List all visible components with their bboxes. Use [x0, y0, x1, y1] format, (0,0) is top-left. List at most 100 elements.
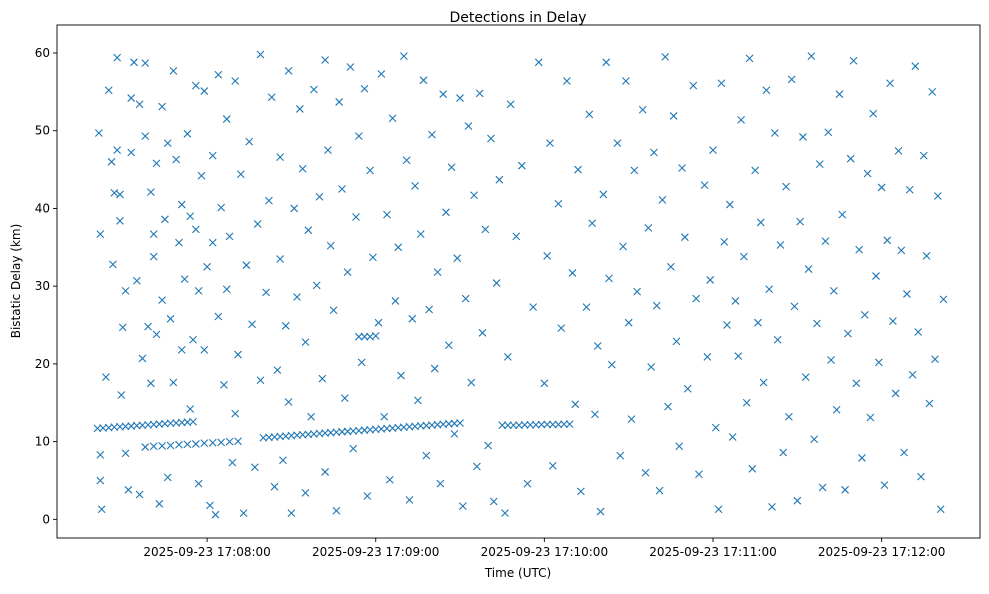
data-point-clutter: [607, 360, 616, 369]
data-point-clutter: [456, 94, 464, 102]
data-point-clutter: [796, 217, 805, 226]
data-point-clutter: [391, 297, 400, 305]
data-point-clutter: [897, 246, 906, 255]
data-point-clutter: [377, 70, 386, 78]
data-point-clutter: [714, 505, 723, 514]
data-point-clutter: [113, 53, 122, 62]
data-point-clutter: [107, 157, 116, 166]
data-point-clutter: [430, 364, 439, 373]
data-point-clutter: [936, 505, 945, 514]
data-point-clutter: [621, 77, 630, 85]
data-point-clutter: [405, 496, 414, 504]
y-tick-label: 10: [35, 435, 50, 449]
data-point-clutter: [276, 255, 285, 263]
data-point-clutter: [96, 476, 105, 485]
data-point-clutter: [813, 319, 821, 328]
y-tick-label: 50: [35, 124, 50, 138]
data-point-clutter: [903, 290, 911, 298]
data-point-clutter: [118, 323, 127, 332]
data-point-clutter: [546, 139, 554, 148]
data-point-clutter: [458, 502, 467, 511]
data-point-clutter: [214, 70, 223, 79]
data-point-clutter: [911, 62, 920, 71]
data-point-clutter: [751, 166, 760, 175]
data-point-tracks: [509, 421, 518, 430]
data-point-clutter: [689, 81, 698, 90]
data-point-clutter: [267, 93, 276, 102]
data-point-clutter: [742, 398, 751, 407]
data-point-clutter: [116, 190, 124, 199]
data-point-clutter: [872, 272, 880, 280]
data-point-clutter: [180, 275, 189, 284]
data-point-clutter: [141, 132, 150, 141]
data-point-clutter: [284, 66, 293, 75]
x-axis: 2025-09-23 17:08:00 2025-09-23 17:09:00 20…: [143, 538, 945, 559]
data-point-clutter: [669, 112, 678, 120]
data-point-tracks: [166, 441, 175, 450]
x-tick-label: 2025-09-23 17:09:00: [312, 545, 439, 559]
data-point-clutter: [312, 281, 321, 290]
data-point-clutter: [737, 115, 745, 124]
data-point-clutter: [152, 159, 161, 168]
data-point-clutter: [680, 233, 689, 242]
data-point-clutter: [827, 356, 835, 364]
data-point-clutter: [894, 147, 903, 155]
data-point-clutter: [703, 353, 712, 361]
data-point-clutter: [841, 485, 849, 494]
data-point-clutter: [191, 81, 200, 90]
data-point-clutter: [307, 412, 315, 421]
data-point-clutter: [464, 122, 473, 130]
x-tick-label: 2025-09-23 17:10:00: [481, 545, 608, 559]
data-point-clutter: [324, 146, 332, 155]
data-point-clutter: [655, 486, 664, 495]
data-point-clutter: [770, 129, 779, 137]
data-point-clutter: [905, 185, 914, 194]
data-point-clutter: [96, 230, 105, 238]
data-point-clutter: [146, 188, 155, 197]
data-point-clutter: [273, 366, 282, 374]
data-point-clutter: [130, 58, 138, 67]
data-point-tracks: [560, 420, 568, 429]
data-point-clutter: [922, 251, 931, 260]
data-point-clutter: [284, 398, 293, 406]
data-point-clutter: [248, 320, 256, 329]
data-point-clutter: [810, 435, 819, 444]
data-point-clutter: [270, 482, 279, 491]
data-point-tracks: [234, 437, 242, 446]
data-point-clutter: [793, 496, 802, 505]
data-point-clutter: [354, 132, 363, 141]
data-point-clutter: [315, 192, 324, 201]
data-point-clutter: [658, 195, 667, 204]
data-point-clutter: [577, 487, 585, 496]
data-point-clutter: [815, 160, 824, 169]
data-point-clutter: [863, 169, 872, 178]
data-point-tracks: [543, 420, 552, 429]
data-point-clutter: [641, 468, 650, 477]
data-point-clutter: [422, 451, 431, 460]
data-point-clutter: [113, 146, 122, 155]
data-point-clutter: [672, 337, 681, 346]
data-point-clutter: [208, 151, 217, 160]
data-point-tracks: [498, 421, 507, 430]
data-point-clutter: [256, 50, 265, 59]
x-tick-label: 2025-09-23 17:12:00: [818, 545, 945, 559]
data-point-clutter: [110, 189, 119, 197]
data-point-clutter: [287, 509, 296, 518]
data-point-clutter: [675, 442, 684, 451]
data-point-clutter: [447, 163, 456, 172]
data-point-clutter: [602, 58, 611, 67]
data-point-clutter: [886, 79, 894, 88]
data-point-clutter: [548, 461, 557, 470]
data-point-clutter: [163, 139, 172, 148]
data-point-clutter: [338, 185, 346, 193]
data-point-clutter: [203, 262, 211, 271]
data-point-clutter: [501, 509, 509, 518]
data-point-clutter: [281, 321, 290, 330]
data-point-tracks: [354, 332, 363, 341]
data-point-clutter: [756, 218, 765, 227]
data-point-clutter: [869, 109, 878, 118]
data-point-clutter: [799, 133, 807, 141]
data-point-clutter: [158, 296, 167, 305]
